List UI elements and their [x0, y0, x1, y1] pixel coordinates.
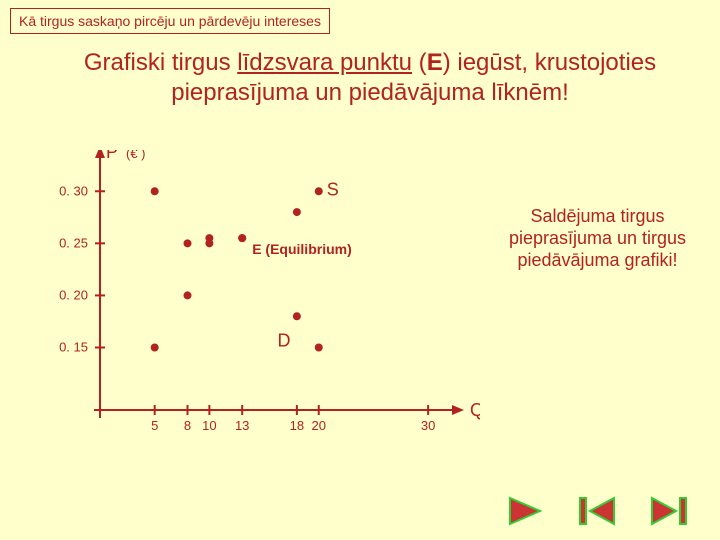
equilibrium-chart: 0. 150. 200. 250. 30581013182030P(€ )Q(p… — [40, 150, 480, 480]
svg-text:Q: Q — [470, 400, 480, 420]
heading: Grafiski tirgus līdzsvara punktu (E) ieg… — [40, 48, 700, 108]
play-button[interactable] — [504, 496, 546, 526]
svg-text:D: D — [278, 330, 291, 350]
svg-text:P: P — [106, 150, 118, 162]
next-button[interactable] — [648, 496, 690, 526]
slide: Kā tirgus saskaņo pircēju un pārdevēju i… — [0, 0, 720, 540]
heading-underlined: līdzsvara punktu — [237, 49, 412, 76]
svg-text:(€ ): (€ ) — [126, 150, 146, 161]
svg-text:0. 15: 0. 15 — [59, 340, 88, 355]
svg-text:0. 30: 0. 30 — [59, 183, 88, 198]
svg-text:10: 10 — [202, 418, 216, 433]
svg-text:5: 5 — [151, 418, 158, 433]
svg-text:13: 13 — [235, 418, 249, 433]
svg-text:20: 20 — [312, 418, 326, 433]
svg-text:0. 20: 0. 20 — [59, 287, 88, 302]
heading-pre: Grafiski tirgus — [84, 49, 237, 76]
prev-button[interactable] — [576, 496, 618, 526]
svg-text:S: S — [327, 179, 339, 199]
svg-text:8: 8 — [184, 418, 191, 433]
nav-controls — [504, 496, 690, 526]
svg-text:18: 18 — [290, 418, 304, 433]
svg-text:E (Equilibrium): E (Equilibrium) — [252, 241, 352, 257]
heading-post1: ( — [412, 49, 427, 76]
svg-text:0. 25: 0. 25 — [59, 235, 88, 250]
heading-e: E — [427, 49, 443, 76]
chart-caption: Saldējuma tirgus pieprasījuma un tirgus … — [490, 206, 705, 272]
svg-text:30: 30 — [421, 418, 435, 433]
title-box: Kā tirgus saskaņo pircēju un pārdevēju i… — [10, 8, 330, 34]
